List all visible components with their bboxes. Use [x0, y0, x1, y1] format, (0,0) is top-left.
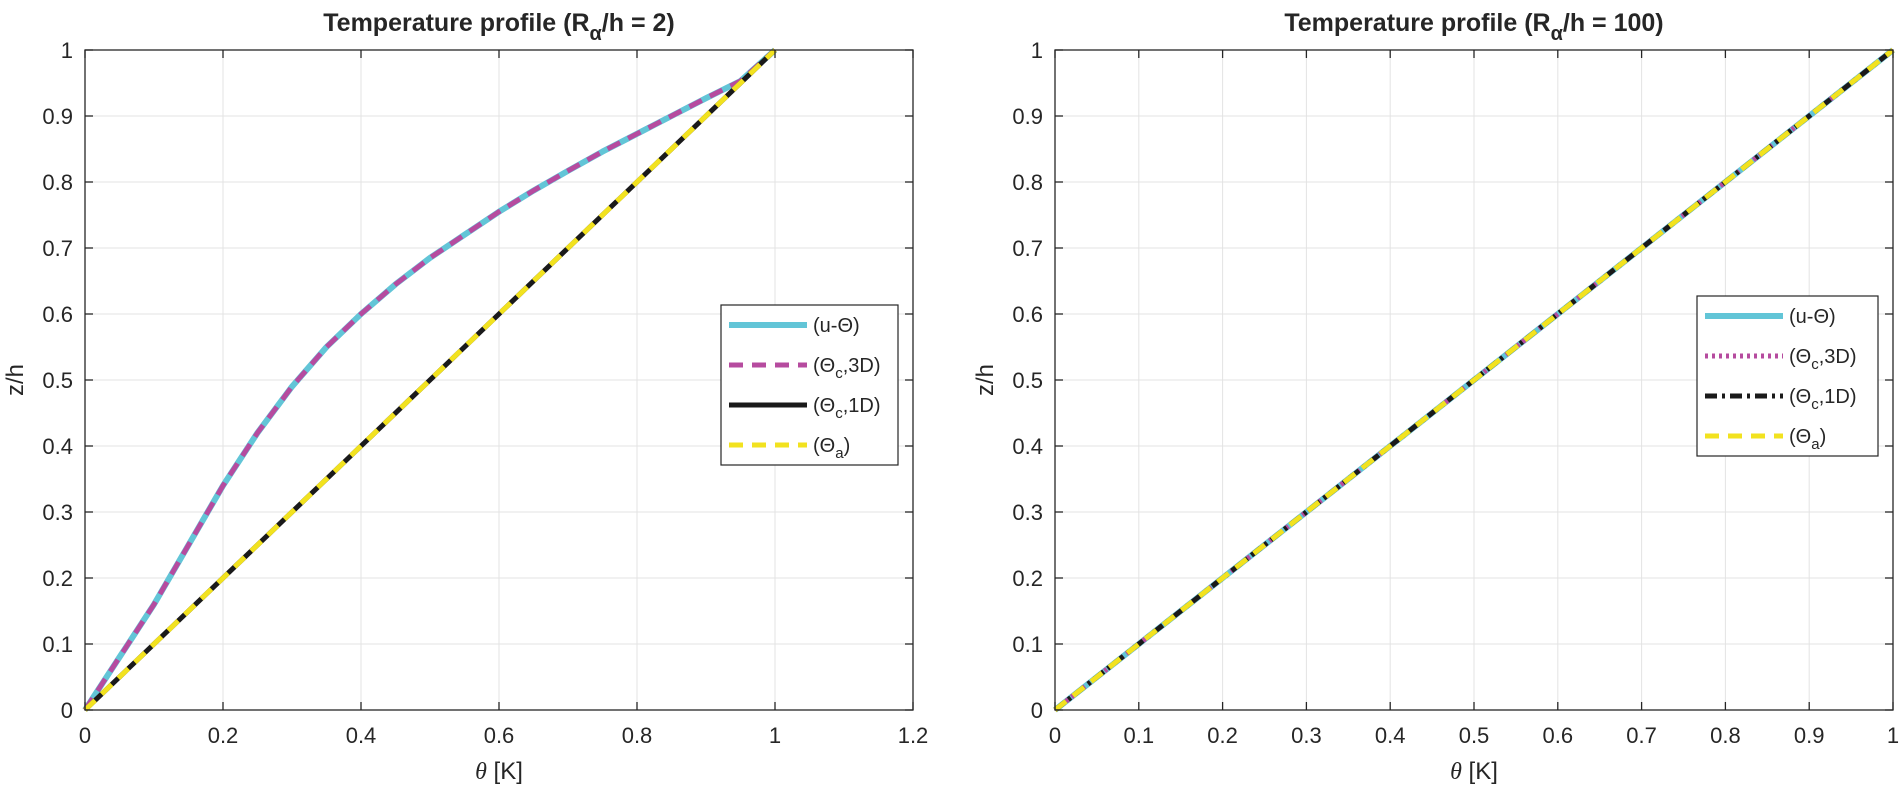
x-tick-label: 0.6	[1543, 723, 1574, 748]
series-line-2	[82, 48, 777, 712]
legend-label-1: (u-Θ)	[813, 315, 860, 337]
y-tick-label: 0.2	[1012, 566, 1043, 591]
y-tick-label: 0.5	[1012, 368, 1043, 393]
legend-box	[720, 304, 899, 466]
y-tick-label: 0	[1031, 698, 1043, 723]
legend-label-3: (Θc,1D)	[813, 395, 881, 422]
y-tick-label: 0.6	[42, 302, 73, 327]
y-tick-label: 1	[1031, 38, 1043, 63]
y-tick-label: 0.9	[1012, 104, 1043, 129]
y-tick-label: 0.8	[1012, 170, 1043, 195]
x-axis-label: θ [K]	[1450, 758, 1498, 785]
y-tick-label: 0.9	[42, 104, 73, 129]
legend-label-1: (u-Θ)	[1789, 306, 1836, 328]
series-line-4	[1053, 48, 1895, 712]
y-tick-label: 0.3	[42, 500, 73, 525]
chart-title: Temperature profile (Rα/h = 100)	[1284, 9, 1663, 45]
y-tick-label: 0.4	[1012, 434, 1043, 459]
x-tick-label: 0	[1049, 723, 1061, 748]
series-line-4	[83, 48, 777, 712]
x-tick-label: 0.5	[1459, 723, 1490, 748]
legend: (u-Θ) (Θc,3D) (Θc,1D) (Θa)	[1696, 295, 1879, 457]
y-tick-label: 0.1	[1012, 632, 1043, 657]
x-tick-label: 0.4	[1375, 723, 1406, 748]
x-tick-label: 0.7	[1626, 723, 1657, 748]
y-tick-label: 0.7	[42, 236, 73, 261]
legend-label-4: (Θa)	[813, 435, 850, 462]
y-tick-label: 0	[61, 698, 73, 723]
y-axis-label: z/h	[2, 364, 29, 396]
legend-label-4: (Θa)	[1789, 426, 1826, 453]
x-tick-label: 0.1	[1124, 723, 1155, 748]
y-tick-label: 1	[61, 38, 73, 63]
x-tick-label: 0.3	[1291, 723, 1322, 748]
x-tick-label: 0.9	[1794, 723, 1825, 748]
x-tick-label: 1	[1887, 723, 1899, 748]
x-tick-label: 0.8	[622, 723, 653, 748]
y-tick-label: 0.5	[42, 368, 73, 393]
x-tick-label: 0	[79, 723, 91, 748]
x-tick-label: 0.2	[1207, 723, 1238, 748]
y-tick-label: 0.8	[42, 170, 73, 195]
legend-label-2: (Θc,3D)	[813, 355, 881, 382]
chart-1: 0 0.2 0.4 0.6 0.8 1 1.2 0 0.1 0.2 0.3 0.4 0.5 0.6 0.7 0…	[2, 9, 928, 785]
x-tick-label: 0.6	[484, 723, 515, 748]
y-tick-label: 0.1	[42, 632, 73, 657]
x-tick-label: 0.8	[1710, 723, 1741, 748]
y-tick-label: 0.4	[42, 434, 73, 459]
y-tick-label: 0.7	[1012, 236, 1043, 261]
legend: (u-Θ) (Θc,3D) (Θc,1D) (Θa)	[720, 304, 899, 466]
x-axis-label: θ [K]	[475, 758, 523, 785]
x-tick-label: 0.2	[208, 723, 239, 748]
legend-box	[1696, 295, 1879, 457]
y-tick-label: 0.2	[42, 566, 73, 591]
x-tick-label: 1.2	[898, 723, 929, 748]
legend-label-2: (Θc,3D)	[1789, 346, 1857, 373]
y-axis-label: z/h	[972, 364, 999, 396]
x-tick-label: 0.4	[346, 723, 377, 748]
y-tick-label: 0.6	[1012, 302, 1043, 327]
legend-label-3: (Θc,1D)	[1789, 386, 1857, 413]
chart-2: 0 0.1 0.2 0.3 0.4 0.5 0.6 0.7 0.8 0.9 1 0 0.1 0.2 0.3 0…	[972, 9, 1899, 785]
y-tick-label: 0.3	[1012, 500, 1043, 525]
x-tick-label: 1	[769, 723, 781, 748]
chart-title: Temperature profile (Rα/h = 2)	[323, 9, 674, 45]
